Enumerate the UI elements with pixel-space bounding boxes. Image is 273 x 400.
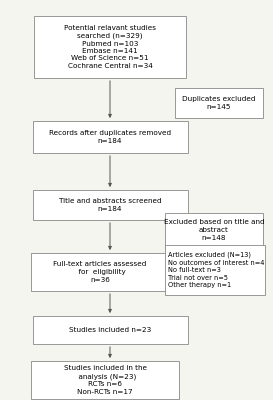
Text: Potential relavant studies
searched (n=329)
Pubmed n=103
Embase n=141
Web of Sci: Potential relavant studies searched (n=3… <box>64 25 156 69</box>
Text: Excluded based on title and
abstract
n=148: Excluded based on title and abstract n=1… <box>164 220 264 240</box>
FancyBboxPatch shape <box>175 88 263 118</box>
FancyBboxPatch shape <box>31 253 169 291</box>
FancyBboxPatch shape <box>165 212 263 248</box>
Text: Duplicates excluded
n=145: Duplicates excluded n=145 <box>182 96 256 110</box>
FancyBboxPatch shape <box>32 316 188 344</box>
Text: Title and abstracts screened
n=184: Title and abstracts screened n=184 <box>59 198 161 212</box>
FancyBboxPatch shape <box>31 361 179 399</box>
FancyBboxPatch shape <box>32 121 188 153</box>
Text: Studies included in the
  analysis (N=23)
RCTs n=6
Non-RCTs n=17: Studies included in the analysis (N=23) … <box>64 366 147 394</box>
FancyBboxPatch shape <box>32 190 188 220</box>
Text: Articles excluded (N=13)
No outcomes of interest n=4
No full-text n=3
Trial not : Articles excluded (N=13) No outcomes of … <box>168 252 265 288</box>
Text: Studies included n=23: Studies included n=23 <box>69 327 151 333</box>
Text: Records after duplicates removed
n=184: Records after duplicates removed n=184 <box>49 130 171 144</box>
FancyBboxPatch shape <box>34 16 186 78</box>
Text: Full-text articles assessed
  for  eligibility
n=36: Full-text articles assessed for eligibil… <box>53 262 147 282</box>
FancyBboxPatch shape <box>165 245 265 295</box>
